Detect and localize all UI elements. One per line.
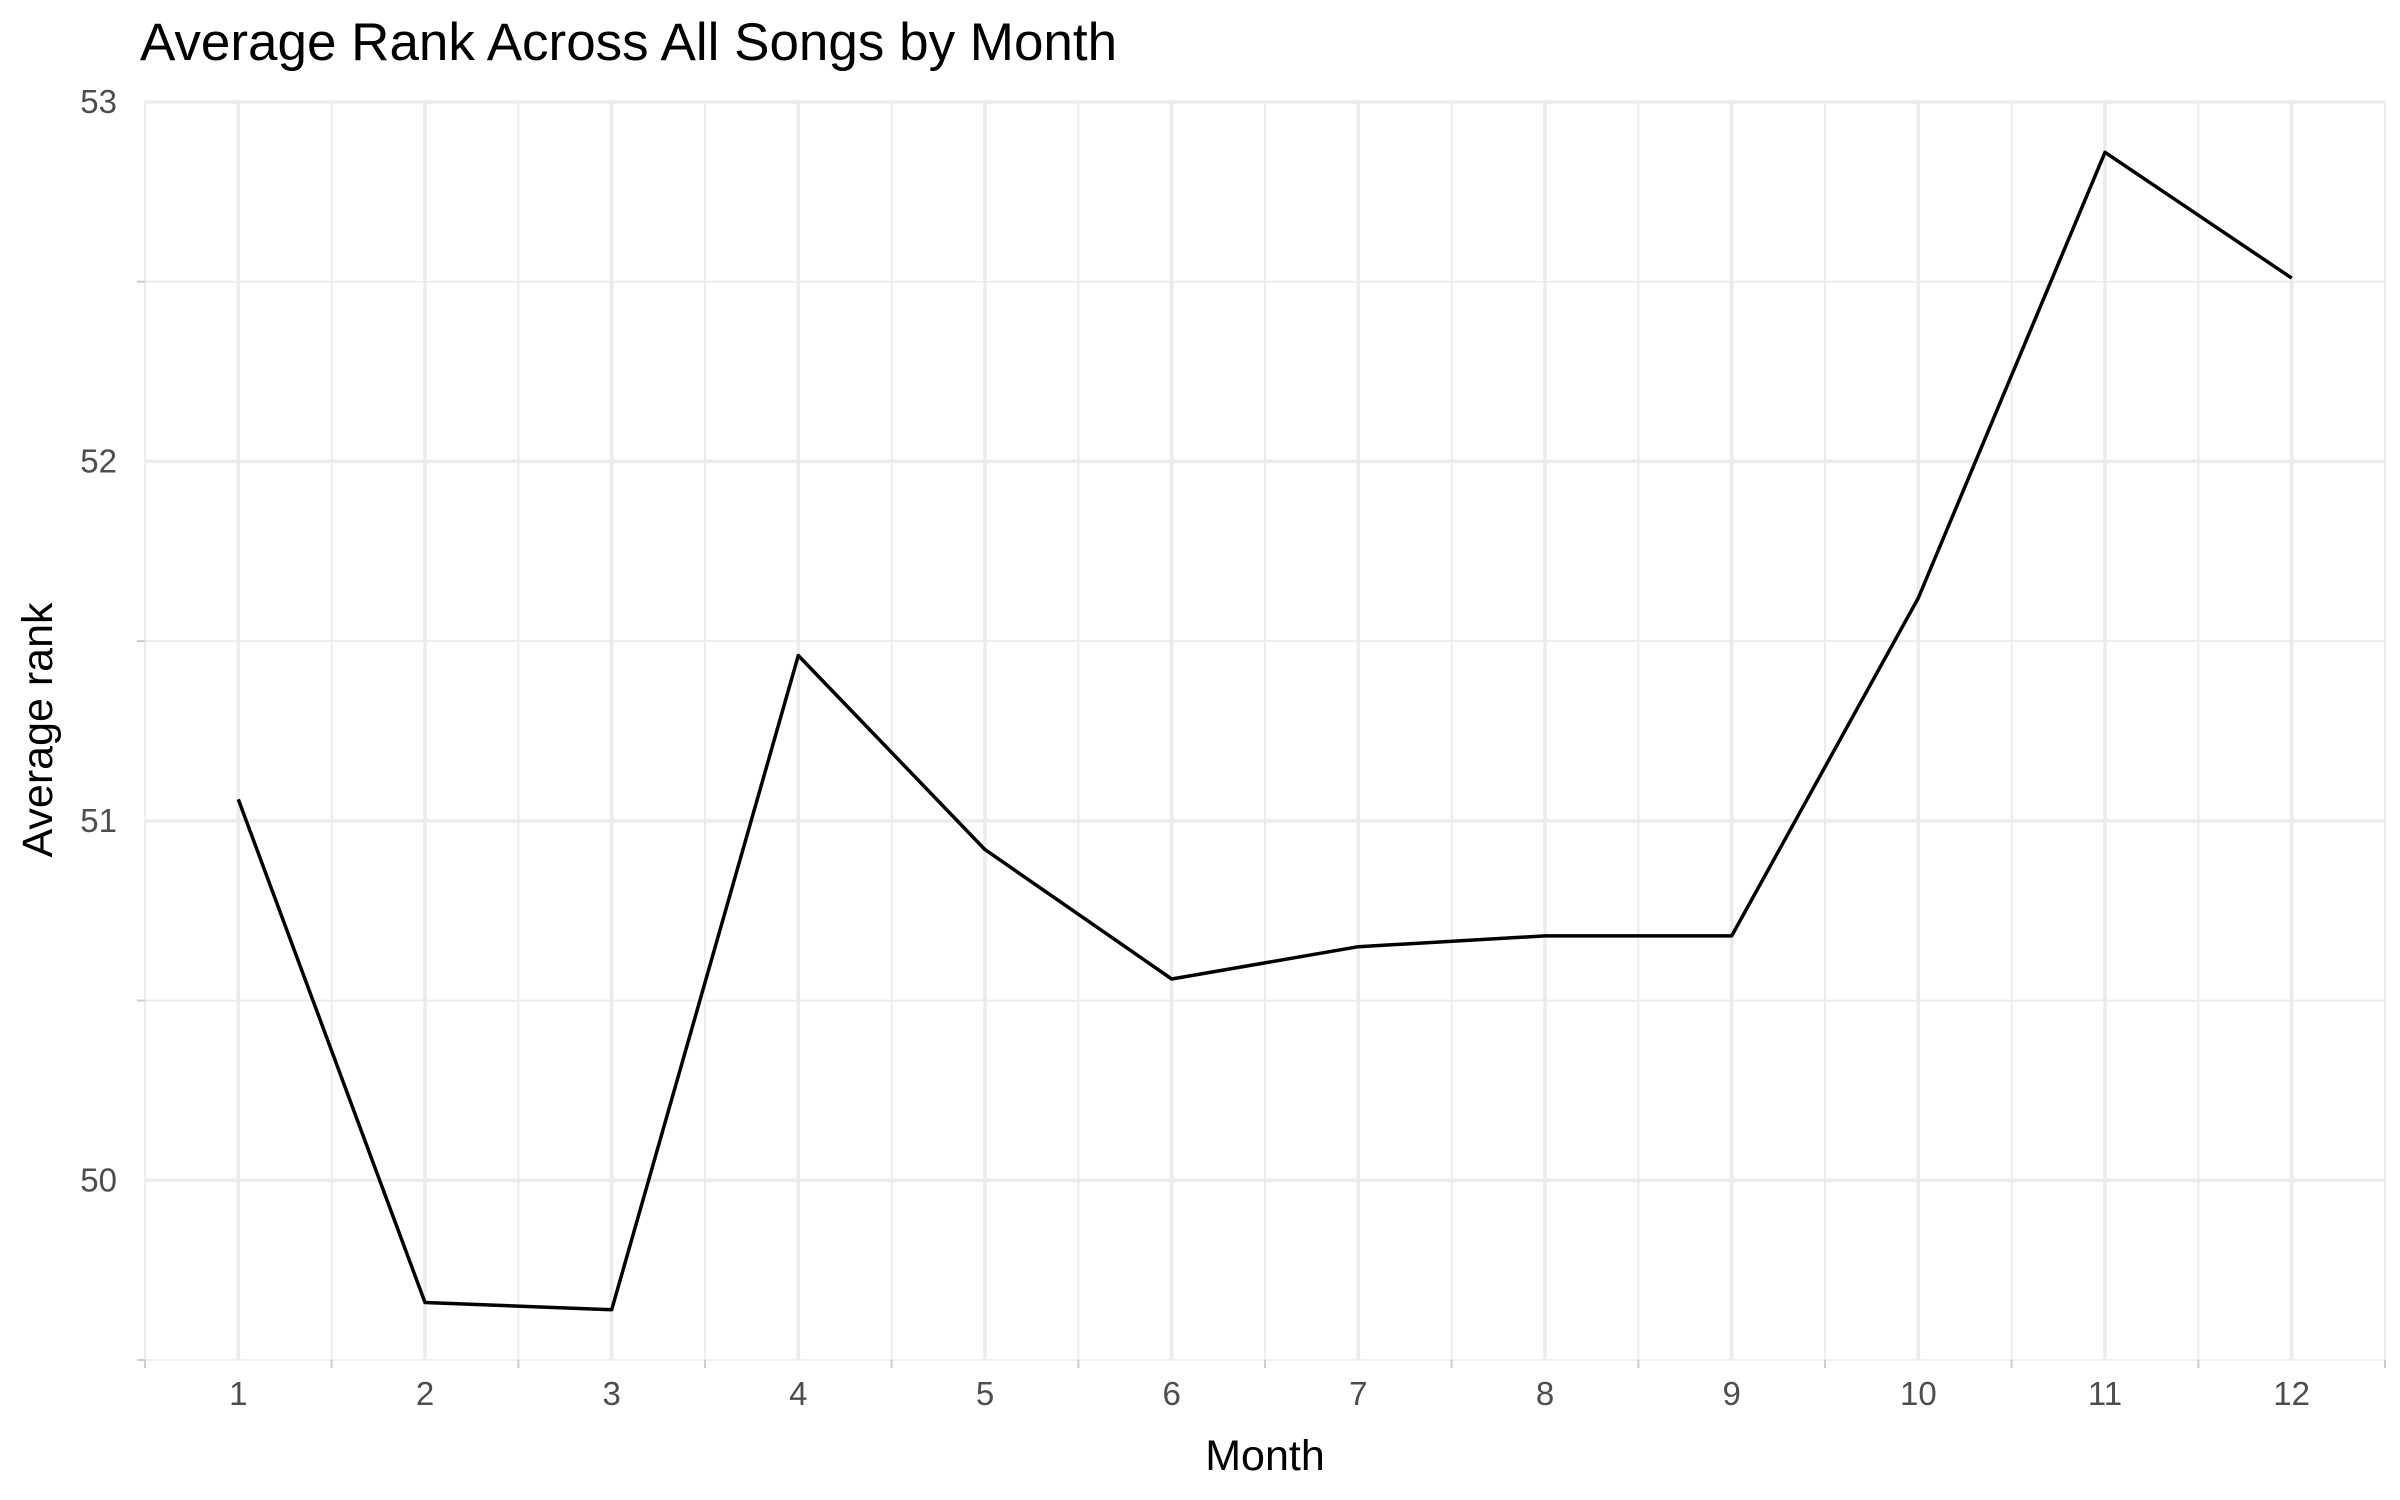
y-tick-label: 53 [80,83,117,120]
y-tick-label: 51 [80,802,117,839]
y-tick-label: 52 [80,442,117,479]
x-tick-label: 9 [1722,1375,1740,1412]
x-tick-label: 1 [229,1375,247,1412]
major-gridlines [145,100,2385,1360]
x-tick-label: 5 [976,1375,994,1412]
x-tick-label: 12 [2273,1375,2310,1412]
x-tick-label: 3 [602,1375,620,1412]
axis-ticks [137,280,2386,1368]
y-axis-title: Average rank [14,602,62,857]
series-layer [236,150,2293,1312]
series-line [236,150,2293,1312]
x-tick-label: 4 [789,1375,807,1412]
x-tick-label: 6 [1162,1375,1180,1412]
x-tick-label: 7 [1349,1375,1367,1412]
x-tick-label: 8 [1536,1375,1554,1412]
x-tick-label: 2 [416,1375,434,1412]
x-tick-label: 10 [1900,1375,1937,1412]
x-axis-title: Month [1205,1432,1325,1480]
chart-title: Average Rank Across All Songs by Month [140,13,1117,72]
x-tick-label: 11 [2088,1375,2122,1412]
minor-gridlines [144,102,2386,1361]
y-tick-label: 50 [80,1161,117,1198]
